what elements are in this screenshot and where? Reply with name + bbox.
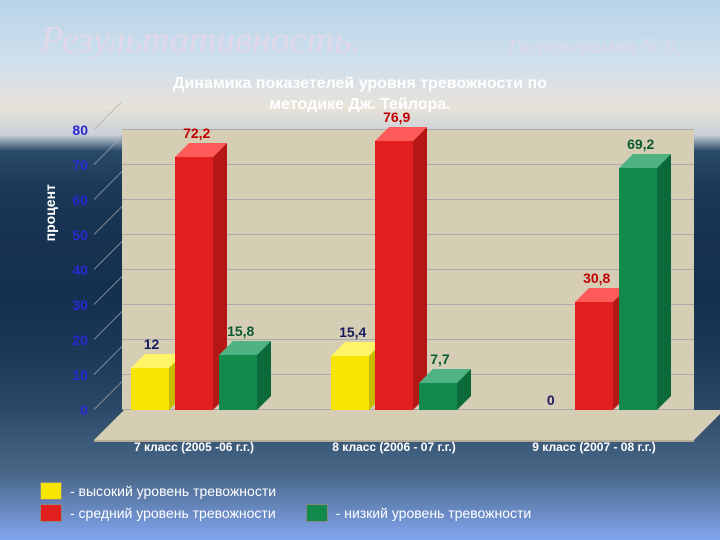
y-tick-label: 60: [72, 192, 88, 208]
slide-title: Результативность.: [40, 18, 361, 62]
legend-label: - высокий уровень тревожности: [70, 483, 276, 499]
y-tick-label: 30: [72, 297, 88, 313]
bar: 15,4: [331, 356, 369, 410]
x-tick-label: 8 класс (2006 - 07 г.г.): [332, 440, 455, 454]
chart-title-line2: методике Дж. Тейлора.: [269, 96, 450, 113]
bar-value-label: 15,8: [227, 323, 254, 339]
legend-label: - низкий уровень тревожности: [336, 505, 532, 521]
legend-item: - низкий уровень тревожности: [306, 504, 532, 522]
bar: 69,2: [619, 168, 657, 410]
bar: 30,8: [575, 302, 613, 410]
y-tick-label: 20: [72, 332, 88, 348]
bar-value-label: 0: [547, 392, 555, 408]
bar: 15,8: [219, 355, 257, 410]
legend: - высокий уровень тревожности - средний у…: [40, 478, 680, 522]
legend-swatch: [306, 504, 328, 522]
chart-floor: [94, 410, 694, 440]
y-tick-label: 50: [72, 227, 88, 243]
x-axis-labels: 7 класс (2005 -06 г.г.) 8 класс (2006 - 0…: [94, 440, 694, 460]
chart-title: Динамика показетелей уровня тревожности …: [0, 74, 720, 116]
bar: 7,7: [419, 383, 457, 410]
bar-value-label: 72,2: [183, 125, 210, 141]
bar-value-label: 12: [144, 336, 160, 352]
y-tick-label: 0: [80, 402, 88, 418]
legend-swatch: [40, 482, 62, 500]
slide-subtitle: Гистрограмма № 6.: [508, 36, 680, 59]
y-tick-label: 10: [72, 367, 88, 383]
y-tick-label: 80: [72, 122, 88, 138]
bar-value-label: 69,2: [627, 136, 654, 152]
x-tick-label: 7 класс (2005 -06 г.г.): [134, 440, 254, 454]
bar: 76,9: [375, 141, 413, 410]
y-tick-label: 40: [72, 262, 88, 278]
chart-title-line1: Динамика показетелей уровня тревожности …: [173, 75, 547, 92]
bar: 12: [131, 368, 169, 410]
bar-value-label: 15,4: [339, 324, 366, 340]
bar-value-label: 7,7: [430, 351, 449, 367]
legend-swatch: [40, 504, 62, 522]
y-axis-label: процент: [42, 184, 58, 241]
legend-item: - средний уровень тревожности: [40, 504, 276, 522]
bar-value-label: 76,9: [383, 109, 410, 125]
slide: Результативность. Гистрограмма № 6. Дина…: [0, 0, 720, 540]
legend-label: - средний уровень тревожности: [70, 505, 276, 521]
legend-item: - высокий уровень тревожности: [40, 482, 276, 500]
y-tick-label: 70: [72, 157, 88, 173]
x-tick-label: 9 класс (2007 - 08 г.г.): [532, 440, 655, 454]
bar: 72,2: [175, 157, 213, 410]
bars-container: 1272,215,815,476,97,7030,869,2: [94, 130, 694, 410]
bar-value-label: 30,8: [583, 270, 610, 286]
bar-chart: процент 01020304050607080 1272,215,815,4…: [64, 130, 684, 460]
